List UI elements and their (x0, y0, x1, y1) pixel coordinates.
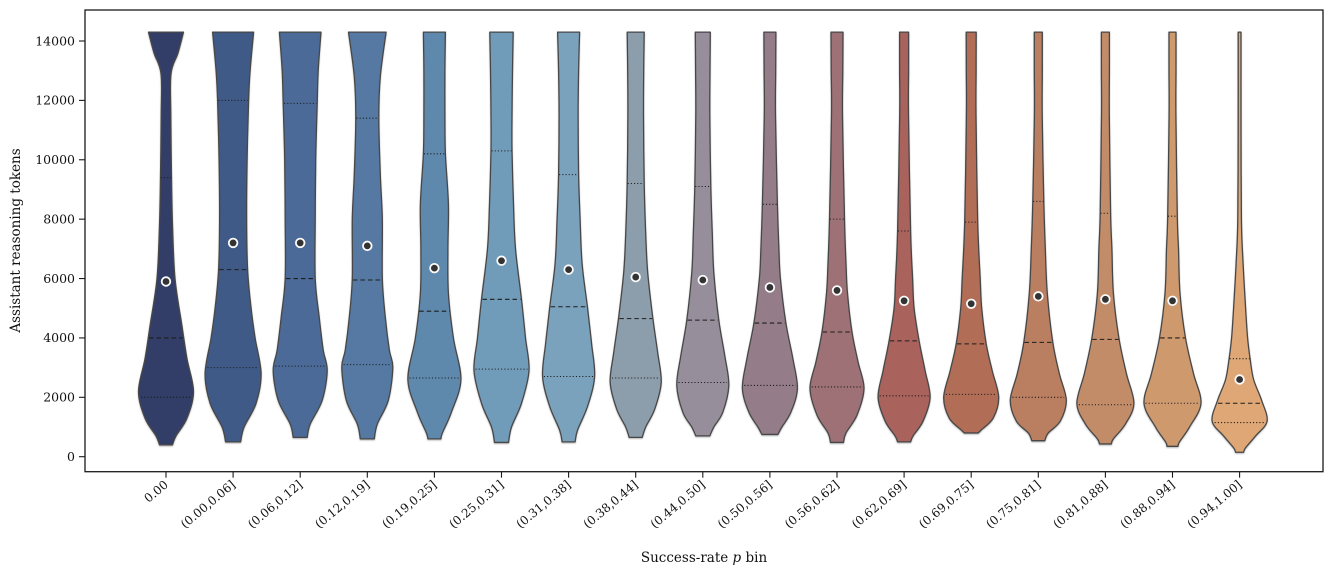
violin-shape (407, 31, 462, 440)
x-tick-label: (0.06,0.12] (245, 478, 305, 532)
x-tick-label: (0.25,0.31] (446, 478, 506, 532)
x-tick-label: (0.44,0.50] (648, 478, 708, 532)
y-axis-ticks: 0 2000 4000 6000 8000 10000 12000 14000 (35, 33, 85, 464)
mean-dot (1167, 295, 1178, 307)
y-tick-label: 14000 (35, 33, 75, 48)
mean-dot (697, 274, 709, 286)
x-tick-label: (0.31,0.38] (513, 478, 573, 532)
x-axis-label-prefix: Success-rate (641, 550, 733, 566)
violin-shape (137, 31, 195, 446)
y-tick-label: 2000 (43, 390, 75, 405)
mean-dot (295, 237, 306, 249)
violin-shape (204, 31, 262, 443)
violin-shape (1009, 31, 1067, 442)
mean-dot (966, 298, 977, 309)
violin-shape (676, 31, 730, 437)
violin-shape (473, 31, 530, 444)
x-tick-label: (0.00,0.06] (178, 478, 238, 532)
y-tick-label: 6000 (43, 271, 75, 286)
y-tick-label: 0 (67, 449, 75, 464)
x-tick-label: (0.94,1.00] (1184, 478, 1244, 532)
violin-shape (609, 31, 662, 439)
x-axis-label: Success-rate p bin (641, 550, 768, 566)
x-tick-label: (0.75,0.81] (983, 478, 1043, 532)
violin-shape (741, 31, 799, 436)
mean-dot (764, 282, 776, 293)
violins-group (137, 31, 1268, 453)
x-tick-label: (0.62,0.69] (849, 478, 909, 532)
violin-shape (541, 31, 596, 443)
violin-shape (1143, 31, 1202, 447)
violin-inner-marks-group (141, 99, 1265, 424)
mean-dot (563, 264, 574, 275)
mean-dot (1100, 294, 1111, 305)
mean-dot (429, 262, 440, 274)
mean-dot (496, 255, 507, 266)
x-axis-label-italic-p: p (733, 550, 742, 566)
y-tick-label: 10000 (35, 152, 75, 167)
y-tick-label: 4000 (43, 330, 75, 345)
violin-shape (943, 31, 1000, 434)
x-axis-ticks: 0.00 (0.00,0.06] (0.06,0.12] (0.12,0.19] (0.… (141, 471, 1245, 532)
x-tick-label: (0.12,0.19] (312, 478, 372, 532)
mean-dot (831, 285, 843, 296)
violin-shape (877, 31, 931, 443)
mean-dot (362, 240, 373, 252)
mean-dot (630, 271, 641, 283)
violin-shape (1076, 31, 1135, 445)
y-tick-label: 8000 (43, 211, 75, 226)
x-tick-label: (0.19,0.25] (379, 478, 439, 532)
mean-dot (160, 276, 172, 287)
mean-dot (1234, 374, 1245, 385)
x-tick-label: (0.81,0.88] (1050, 478, 1110, 532)
mean-dot (1033, 291, 1044, 302)
violin-shape (341, 31, 394, 440)
y-tick-label: 12000 (35, 93, 75, 108)
mean-dot (898, 295, 910, 307)
x-tick-label: (0.88,0.94] (1117, 478, 1177, 532)
violin-shape (1211, 31, 1268, 453)
violin-shape (272, 31, 328, 439)
y-axis-label: Assistant reasoning tokens (8, 148, 24, 333)
x-axis-label-suffix: bin (741, 550, 767, 566)
x-tick-label: (0.50,0.56] (715, 478, 775, 532)
violin-shape (809, 31, 865, 444)
x-tick-label: (0.69,0.75] (916, 478, 976, 532)
mean-dot (227, 237, 239, 249)
x-tick-label: (0.38,0.44] (581, 478, 641, 532)
x-tick-label: (0.56,0.62] (782, 478, 842, 532)
plot-border (84, 9, 1324, 473)
x-tick-label: 0.00 (141, 478, 170, 506)
